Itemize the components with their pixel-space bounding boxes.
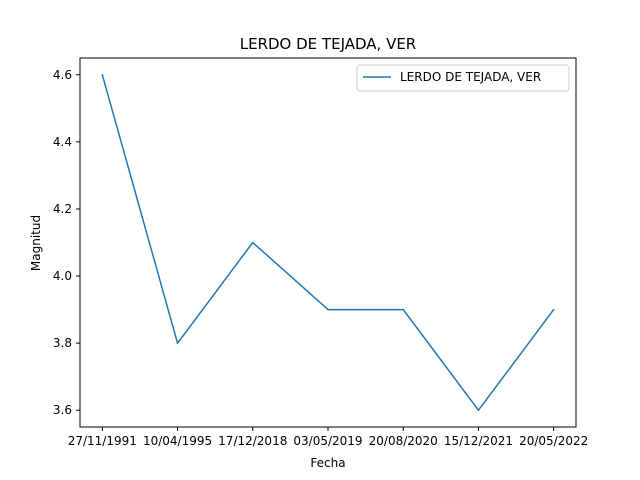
y-tick-label: 4.6 bbox=[53, 68, 72, 82]
legend: LERDO DE TEJADA, VER bbox=[356, 64, 570, 92]
data-point bbox=[552, 308, 555, 311]
data-point bbox=[402, 308, 405, 311]
axes-frame bbox=[79, 57, 577, 428]
legend-box bbox=[356, 64, 570, 92]
x-tick-label: 20/05/2022 bbox=[519, 434, 588, 448]
x-tick-label: 17/12/2018 bbox=[218, 434, 287, 448]
data-point bbox=[477, 409, 480, 412]
y-tick-label: 3.6 bbox=[53, 403, 72, 417]
data-point bbox=[251, 241, 254, 244]
x-tick-label: 10/04/1995 bbox=[143, 434, 212, 448]
data-point bbox=[176, 342, 179, 344]
axis-ticks: 27/11/1991 10/04/1995 17/12/2018 03/05/2019… bbox=[53, 68, 588, 448]
y-tick-label: 4.4 bbox=[53, 135, 72, 149]
x-tick-label: 15/12/2021 bbox=[444, 434, 513, 448]
series-layer bbox=[101, 73, 555, 412]
chart-title: LERDO DE TEJADA, VER bbox=[240, 35, 416, 53]
y-tick-label: 4.0 bbox=[53, 269, 72, 283]
data-point bbox=[101, 73, 104, 76]
y-tick-label: 3.8 bbox=[53, 336, 72, 350]
y-tick-label: 4.2 bbox=[53, 202, 72, 216]
x-tick-label: 03/05/2019 bbox=[293, 434, 362, 448]
y-axis-label: Magnitud bbox=[29, 215, 43, 271]
x-axis-label: Fecha bbox=[310, 456, 345, 470]
x-tick-label: 20/08/2020 bbox=[369, 434, 438, 448]
legend-label: LERDO DE TEJADA, VER bbox=[400, 70, 541, 84]
x-tick-label: 27/11/1991 bbox=[68, 434, 137, 448]
data-point bbox=[327, 308, 329, 311]
